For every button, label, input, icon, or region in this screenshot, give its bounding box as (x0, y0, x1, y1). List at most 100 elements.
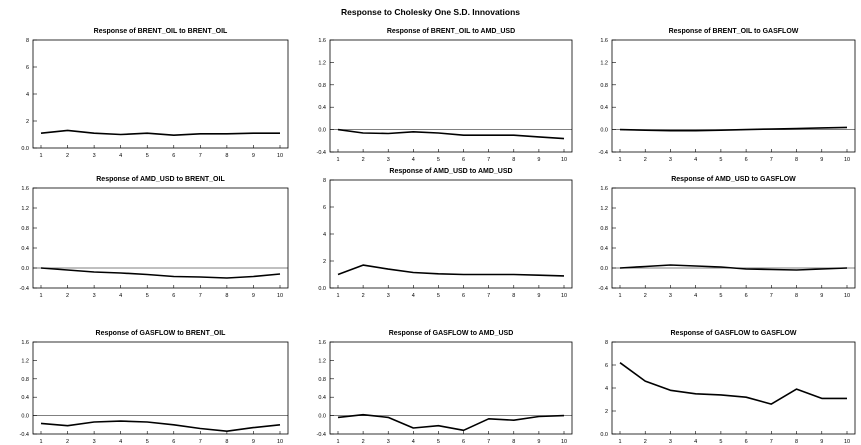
y-tick-label: 0.0 (318, 128, 326, 134)
panel-title: Response of BRENT_OIL to AMD_USD (387, 28, 515, 35)
x-tick-label: 3 (387, 157, 390, 163)
y-tick-label: 8 (605, 340, 608, 346)
x-tick-label: 8 (225, 153, 228, 159)
response-line (619, 362, 847, 405)
plot-frame (329, 39, 573, 153)
y-tick-label: 0.4 (600, 246, 608, 252)
y-tick-label: 0.8 (318, 83, 326, 89)
response-line (40, 420, 281, 433)
plot-frame (611, 39, 856, 153)
y-tick-label: 0.0 (21, 414, 29, 420)
y-tick-label: 1.2 (318, 358, 326, 364)
y-tick-label: 0.4 (318, 105, 326, 111)
y-tick-label: 0.4 (318, 395, 326, 401)
x-tick-label: 3 (387, 439, 390, 445)
x-tick-label: 1 (618, 293, 621, 299)
y-tick-label: 6 (26, 65, 29, 71)
y-tick-label: -0.4 (20, 432, 29, 438)
x-tick-label: 7 (487, 293, 490, 299)
x-tick-label: 8 (225, 439, 228, 445)
x-tick-label: 10 (561, 439, 567, 445)
x-tick-label: 1 (39, 153, 42, 159)
x-tick-label: 3 (93, 293, 96, 299)
y-tick-label: 2 (26, 119, 29, 125)
y-tick-label: 0.0 (21, 146, 29, 152)
plot-frame (32, 341, 289, 435)
x-tick-label: 5 (719, 439, 722, 445)
x-tick-label: 8 (512, 293, 515, 299)
x-tick-label: 5 (437, 157, 440, 163)
plot-frame (329, 341, 573, 435)
x-tick-label: 4 (694, 293, 697, 299)
x-tick-label: 8 (795, 293, 798, 299)
y-tick-label: 1.6 (600, 38, 608, 44)
x-tick-label: 5 (437, 439, 440, 445)
x-tick-label: 5 (146, 153, 149, 159)
x-tick-label: 5 (719, 157, 722, 163)
x-tick-label: 2 (644, 439, 647, 445)
y-tick-label: 0.8 (318, 377, 326, 383)
y-tick-label: 1.2 (21, 358, 29, 364)
plot-frame (611, 341, 856, 435)
x-tick-label: 1 (618, 439, 621, 445)
panel-title: Response of GASFLOW to AMD_USD (389, 330, 514, 337)
plot-frame (611, 187, 856, 289)
x-tick-label: 4 (119, 153, 122, 159)
x-tick-label: 7 (487, 157, 490, 163)
response-line (337, 128, 565, 140)
y-tick-label: 4 (605, 386, 608, 392)
y-tick-label: 0.4 (600, 105, 608, 111)
y-tick-label: 0.0 (318, 414, 326, 420)
y-tick-label: -0.4 (317, 432, 326, 438)
response-line (40, 129, 280, 136)
x-tick-label: 8 (795, 157, 798, 163)
x-tick-label: 6 (462, 439, 465, 445)
y-tick-label: 2 (605, 409, 608, 415)
y-tick-label: 6 (323, 205, 326, 211)
plot-frame (32, 39, 289, 149)
x-tick-label: 1 (336, 293, 339, 299)
x-tick-label: 8 (512, 157, 515, 163)
x-tick-label: 3 (669, 293, 672, 299)
x-tick-label: 10 (277, 439, 283, 445)
plot-frame (32, 187, 289, 289)
x-tick-label: 6 (462, 293, 465, 299)
panel-title: Response of GASFLOW to BRENT_OIL (96, 330, 227, 337)
x-tick-label: 10 (277, 293, 283, 299)
y-tick-label: -0.4 (599, 286, 608, 292)
x-tick-label: 7 (199, 153, 202, 159)
x-tick-label: 6 (172, 439, 175, 445)
x-tick-label: 8 (512, 439, 515, 445)
x-tick-label: 2 (644, 157, 647, 163)
x-tick-label: 10 (844, 157, 850, 163)
x-tick-label: 4 (694, 439, 697, 445)
y-tick-label: 1.6 (600, 186, 608, 192)
y-tick-label: 4 (26, 92, 29, 98)
response-line (337, 264, 565, 277)
panel-title: Response of AMD_USD to GASFLOW (671, 176, 796, 183)
panel-title: Response of BRENT_OIL to BRENT_OIL (94, 28, 228, 35)
x-tick-label: 9 (537, 157, 540, 163)
x-tick-label: 6 (745, 293, 748, 299)
x-tick-label: 4 (412, 293, 415, 299)
x-tick-label: 3 (93, 439, 96, 445)
y-tick-label: 0.8 (600, 226, 608, 232)
x-tick-label: 4 (412, 439, 415, 445)
x-tick-label: 3 (669, 439, 672, 445)
x-tick-label: 7 (770, 293, 773, 299)
x-tick-label: 5 (146, 439, 149, 445)
x-tick-label: 1 (39, 439, 42, 445)
panel-title: Response of BRENT_OIL to GASFLOW (669, 28, 799, 35)
x-tick-label: 7 (770, 439, 773, 445)
plot-frame (329, 179, 573, 289)
x-tick-label: 5 (146, 293, 149, 299)
x-tick-label: 1 (39, 293, 42, 299)
x-tick-label: 1 (336, 439, 339, 445)
response-line (619, 264, 848, 271)
x-tick-label: 5 (719, 293, 722, 299)
response-line (40, 267, 281, 279)
x-tick-label: 6 (745, 439, 748, 445)
y-tick-label: 0.0 (600, 432, 608, 438)
y-tick-label: -0.4 (317, 150, 326, 156)
